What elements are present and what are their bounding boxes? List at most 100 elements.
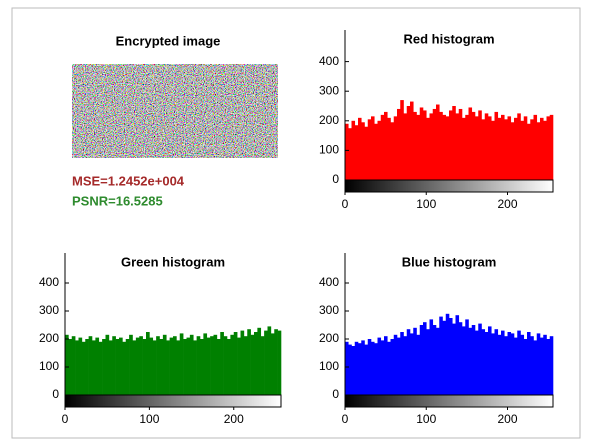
bar: [491, 121, 495, 180]
bar: [251, 335, 255, 395]
bar: [465, 115, 469, 180]
bar: [514, 338, 518, 395]
bar: [524, 116, 528, 180]
x-tick-label: 0: [342, 197, 349, 211]
bar: [482, 119, 486, 180]
bar: [187, 338, 191, 395]
bar: [122, 342, 126, 395]
bar: [462, 118, 466, 180]
bar: [227, 339, 231, 395]
y-tick-label: 300: [319, 83, 339, 97]
bar: [348, 128, 352, 180]
bar: [534, 340, 538, 395]
bar: [268, 326, 272, 395]
bar: [508, 332, 512, 395]
bar: [378, 121, 382, 180]
bar: [387, 118, 391, 180]
colorbar: [345, 395, 553, 407]
bar: [446, 116, 450, 180]
y-tick-label: 200: [319, 331, 339, 345]
y-tick-label: 0: [52, 387, 59, 401]
bar: [426, 118, 430, 180]
bar: [391, 339, 395, 395]
colorbar: [65, 395, 281, 407]
bar: [99, 342, 103, 395]
bar: [271, 333, 275, 395]
bar: [160, 339, 164, 395]
mse-label: MSE=1.2452e+004: [72, 173, 185, 188]
bar: [420, 325, 424, 395]
bar: [237, 338, 241, 395]
bar: [530, 336, 534, 395]
bar: [495, 112, 499, 180]
bar: [547, 339, 551, 395]
x-tick-label: 0: [62, 412, 69, 426]
bar: [413, 328, 417, 395]
bar: [163, 335, 167, 395]
bar: [517, 331, 521, 395]
bar: [530, 119, 534, 180]
image-title: Encrypted image: [116, 33, 221, 48]
bar: [65, 335, 69, 395]
bar: [504, 336, 508, 395]
bar: [368, 119, 372, 180]
y-tick-label: 300: [39, 303, 59, 317]
bar: [149, 338, 153, 395]
bar: [92, 340, 96, 395]
bar: [254, 332, 258, 395]
y-tick-label: 400: [319, 275, 339, 289]
colorbar: [345, 180, 553, 192]
x-tick-label: 100: [139, 412, 159, 426]
bar: [224, 336, 228, 395]
bar: [190, 335, 194, 395]
y-tick-label: 200: [39, 331, 59, 345]
bar: [417, 115, 421, 180]
bar: [514, 118, 518, 180]
y-tick-label: 100: [39, 359, 59, 373]
y-tick-label: 200: [319, 113, 339, 127]
bar: [394, 335, 398, 395]
bar: [129, 335, 133, 395]
bar: [404, 113, 408, 180]
bar: [143, 339, 147, 395]
x-tick-label: 100: [416, 412, 436, 426]
bar: [452, 324, 456, 395]
y-tick-label: 400: [39, 275, 59, 289]
bar: [534, 115, 538, 180]
bar: [446, 314, 450, 395]
x-tick-label: 200: [497, 197, 517, 211]
bar: [478, 324, 482, 395]
bar: [540, 118, 544, 180]
bar: [102, 339, 106, 395]
bar: [417, 335, 421, 395]
bar: [498, 118, 502, 180]
y-tick-label: 100: [319, 359, 339, 373]
bar: [348, 345, 352, 395]
bar: [423, 110, 427, 180]
bar: [220, 332, 224, 395]
bar: [543, 121, 547, 180]
bar: [436, 105, 440, 180]
x-tick-label: 200: [224, 412, 244, 426]
bar: [420, 107, 424, 180]
bar: [537, 333, 541, 395]
x-tick-label: 0: [342, 412, 349, 426]
bar: [521, 335, 525, 395]
bar: [433, 325, 437, 395]
bar: [355, 125, 359, 180]
bar: [210, 336, 214, 395]
psnr-label: PSNR=16.5285: [72, 193, 163, 208]
bar: [156, 336, 160, 395]
bar: [537, 122, 541, 180]
bar: [183, 339, 187, 395]
bar: [443, 321, 447, 395]
bar: [368, 339, 372, 395]
bar: [230, 335, 234, 395]
bar: [358, 343, 362, 395]
bar: [193, 340, 197, 395]
bar: [244, 336, 248, 395]
bar: [430, 319, 434, 395]
bar: [426, 329, 430, 395]
bar: [374, 343, 378, 395]
bar: [197, 336, 201, 395]
